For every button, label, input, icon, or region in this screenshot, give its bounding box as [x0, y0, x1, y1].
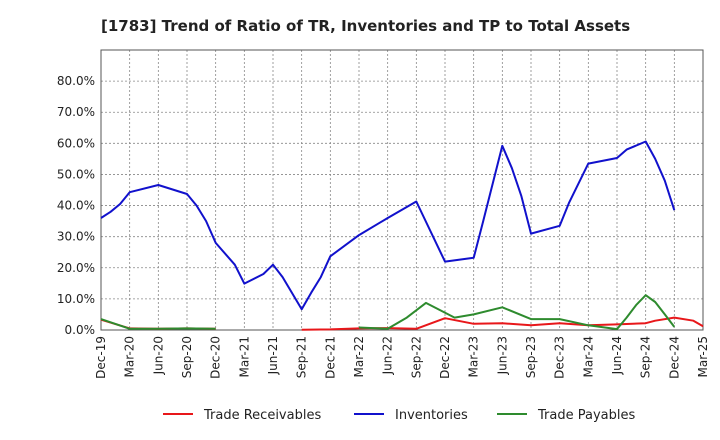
x-tick-label: Dec-22 [438, 336, 452, 379]
legend-label: Trade Receivables [203, 408, 321, 423]
y-tick-label: 60.0% [57, 136, 95, 150]
x-tick-label: Mar-25 [696, 336, 710, 377]
y-tick-label: 70.0% [57, 105, 95, 119]
y-tick-label: 0.0% [65, 323, 96, 337]
legend-label: Trade Payables [537, 408, 635, 423]
y-tick-label: 40.0% [57, 199, 95, 213]
x-tick-label: Sep-23 [524, 336, 538, 378]
x-tick-label: Jun-23 [495, 336, 509, 375]
x-tick-label: Sep-24 [639, 336, 653, 378]
x-tick-label: Mar-20 [123, 336, 137, 377]
y-tick-label: 30.0% [57, 230, 95, 244]
x-tick-label: Jun-21 [266, 336, 280, 375]
chart-title: [1783] Trend of Ratio of TR, Inventories… [101, 17, 630, 35]
x-tick-label: Dec-21 [323, 336, 337, 379]
series-layer [100, 140, 704, 331]
x-tick-label: Mar-21 [237, 336, 251, 377]
y-tick-label: 20.0% [57, 261, 95, 275]
series-line [100, 318, 216, 330]
x-tick-label: Jun-20 [151, 336, 165, 375]
x-tick-label: Sep-20 [180, 336, 194, 378]
y-axis-ticks: 0.0% 10.0% 20.0% 30.0% 40.0% 50.0% 60.0% 70.0% 8… [57, 74, 95, 337]
x-tick-label: Dec-24 [667, 336, 681, 379]
series-line [100, 140, 676, 311]
x-axis-ticks: Dec-19 Mar-20 Jun-20 Sep-20 Dec-20 Mar-21 Jun-… [94, 336, 710, 379]
grid [101, 50, 703, 330]
plot-frame [100, 49, 704, 331]
y-tick-label: 50.0% [57, 167, 95, 181]
x-tick-label: Dec-19 [94, 336, 108, 379]
legend-label: Inventories [395, 408, 468, 423]
x-tick-label: Jun-24 [610, 336, 624, 375]
series-line [358, 294, 676, 331]
x-tick-label: Dec-20 [209, 336, 223, 379]
x-tick-label: Mar-23 [467, 336, 481, 377]
x-tick-label: Dec-23 [553, 336, 567, 379]
x-tick-label: Mar-24 [581, 336, 595, 377]
x-tick-label: Sep-22 [409, 336, 423, 378]
x-tick-label: Mar-22 [352, 336, 366, 377]
y-tick-label: 80.0% [57, 74, 95, 88]
x-tick-label: Jun-22 [381, 336, 395, 375]
legend: Trade Receivables Inventories Trade Payabl… [163, 408, 635, 423]
x-tick-label: Sep-21 [295, 336, 309, 378]
y-tick-label: 10.0% [57, 292, 95, 306]
